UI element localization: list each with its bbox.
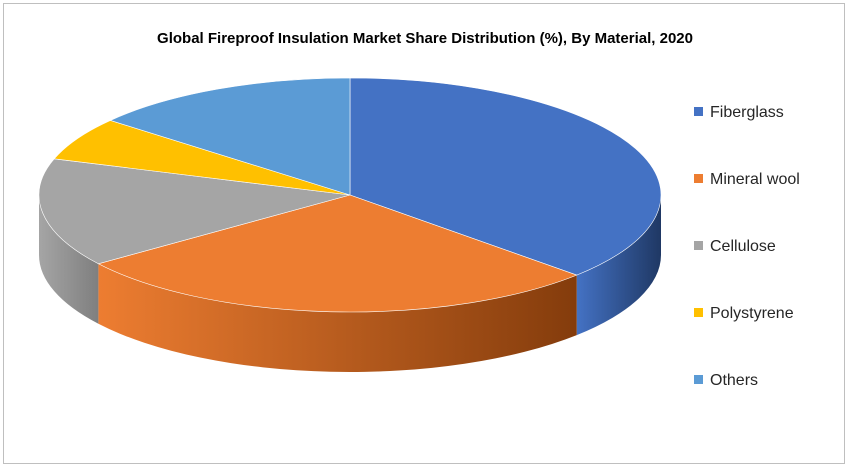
legend-label: Mineral wool — [710, 171, 800, 188]
pie-slice-fiberglass[interactable] — [349, 77, 662, 276]
legend-swatch — [694, 375, 703, 384]
pie-side-walls — [39, 195, 661, 373]
legend-label: Polystyrene — [710, 305, 794, 322]
chart-title: Global Fireproof Insulation Market Share… — [157, 30, 693, 47]
legend-item-cellulose: Cellulose — [694, 238, 776, 258]
pie-top-faces — [38, 77, 662, 313]
legend-item-mineral-wool: Mineral wool — [694, 171, 800, 191]
legend-label: Cellulose — [710, 238, 776, 255]
legend-item-fiberglass: Fiberglass — [694, 104, 784, 124]
legend-item-polystyrene: Polystyrene — [694, 305, 794, 325]
pie-slice-mineral-wool[interactable] — [97, 194, 578, 313]
pie-side-mineral-wool — [98, 263, 577, 373]
pie-chart — [38, 77, 662, 373]
legend-label: Others — [710, 372, 759, 389]
legend-label: Fiberglass — [710, 104, 784, 121]
legend-item-others: Others — [694, 372, 758, 392]
legend-swatch — [694, 308, 703, 317]
pie-side-fiberglass — [576, 195, 661, 336]
pie-slice-others[interactable] — [109, 77, 351, 196]
legend-swatch — [694, 107, 703, 116]
chart-frame: Global Fireproof Insulation Market Share… — [3, 3, 845, 464]
legend-swatch — [694, 174, 703, 183]
pie-slice-cellulose[interactable] — [38, 158, 351, 265]
pie-side-cellulose — [39, 195, 99, 324]
legend-swatch — [694, 241, 703, 250]
